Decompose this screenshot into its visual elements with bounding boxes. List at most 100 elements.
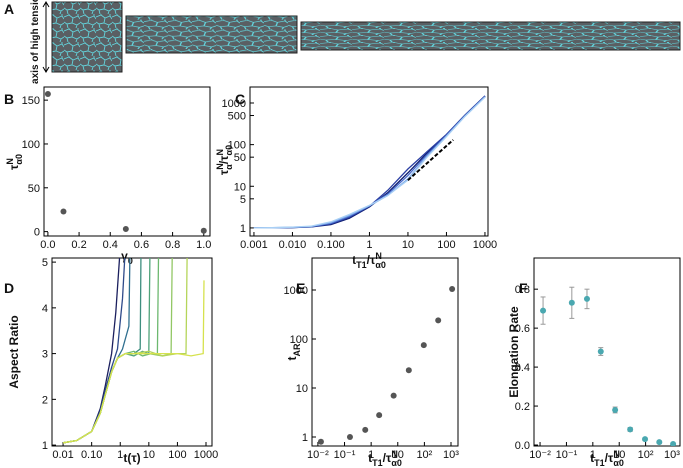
point bbox=[122, 225, 129, 232]
point bbox=[540, 307, 547, 314]
x-tick-label: 1.0 bbox=[196, 239, 211, 251]
label-part: τ bbox=[217, 169, 231, 175]
x-tick-label: 0.6 bbox=[134, 239, 149, 251]
point bbox=[583, 295, 590, 302]
label-part: T1 bbox=[372, 458, 383, 468]
series-line bbox=[253, 95, 486, 229]
point bbox=[568, 299, 575, 306]
axis-label: Elongation Rate bbox=[507, 306, 521, 398]
label-part: γ bbox=[121, 249, 128, 263]
label-part: t(τ) bbox=[123, 451, 140, 465]
y-tick-label: 0.6 bbox=[515, 323, 530, 335]
x-tick-label: 10³ bbox=[664, 449, 680, 461]
x-tick-label: 0.4 bbox=[103, 239, 118, 251]
point bbox=[597, 348, 604, 355]
label-part: Elongation Rate bbox=[507, 306, 521, 398]
y-tick-label: 100 bbox=[22, 139, 40, 151]
axis-label: tAR bbox=[285, 343, 302, 360]
x-tick-label: 0.10 bbox=[81, 449, 102, 461]
x-tick-label: 1 bbox=[366, 239, 372, 251]
y-tick-label: 50 bbox=[28, 183, 40, 195]
x-tick-label: 1000 bbox=[473, 239, 497, 251]
y-tick-label: 4 bbox=[42, 303, 48, 315]
label-part: N bbox=[5, 158, 15, 165]
point bbox=[346, 433, 353, 440]
panel-letter: D bbox=[4, 280, 14, 296]
label-part: α0 bbox=[391, 458, 402, 468]
x-tick-label: 10 bbox=[613, 449, 625, 461]
y-tick-label: 0.0 bbox=[515, 440, 530, 452]
plot-area bbox=[44, 91, 207, 234]
series-line bbox=[62, 258, 188, 444]
y-tick-label: 100 bbox=[228, 140, 246, 152]
panel: D 0.01 0.10 1 10 100 1000 1 2 3 4 5 t(τ) Aspect Ratio bbox=[4, 257, 218, 465]
plot-area bbox=[540, 286, 677, 446]
plot-frame bbox=[51, 257, 213, 447]
y-tick-label: 0.2 bbox=[515, 401, 530, 413]
label-part: α0 bbox=[14, 154, 24, 165]
label-part: /τ bbox=[383, 451, 392, 465]
x-tick-label: 100 bbox=[437, 239, 455, 251]
label-part: N bbox=[215, 149, 225, 156]
plot-frame bbox=[533, 257, 681, 447]
point bbox=[435, 317, 442, 324]
tissue-image bbox=[51, 1, 123, 73]
label-part: N bbox=[375, 251, 382, 261]
label-part: t bbox=[285, 357, 299, 361]
arrow-heads bbox=[42, 1, 50, 73]
panel-letter: B bbox=[4, 91, 14, 107]
series-line bbox=[62, 280, 205, 444]
y-tick-label: 0 bbox=[34, 227, 40, 239]
tissue-image bbox=[300, 21, 681, 51]
axis-label: τNα0 bbox=[5, 154, 24, 170]
x-tick-label: 10⁻² bbox=[307, 449, 329, 461]
plot-area bbox=[317, 285, 456, 445]
x-tick-label: 1 bbox=[117, 449, 123, 461]
series-line bbox=[62, 258, 131, 444]
x-tick-label: 10 bbox=[392, 449, 404, 461]
y-tick-label: 0.4 bbox=[515, 362, 530, 374]
label-part: N bbox=[613, 449, 620, 459]
label-part: N bbox=[215, 163, 225, 170]
x-tick-label: 10⁻¹ bbox=[334, 449, 356, 461]
y-tick-label: 500 bbox=[228, 111, 246, 123]
label-part: N bbox=[391, 449, 398, 459]
series-line bbox=[62, 258, 121, 444]
axis-label: tT1/τN α0 bbox=[368, 449, 402, 468]
series-line bbox=[253, 95, 486, 229]
point bbox=[405, 367, 412, 374]
label-part: T1 bbox=[594, 458, 605, 468]
label-part: T1 bbox=[356, 260, 367, 270]
plot-frame bbox=[249, 86, 489, 237]
point bbox=[449, 285, 456, 292]
point bbox=[420, 342, 427, 349]
point bbox=[656, 439, 663, 446]
x-tick-label: 0.001 bbox=[240, 239, 268, 251]
panel-letter: A bbox=[4, 1, 14, 17]
plot-frame bbox=[43, 86, 211, 237]
x-tick-label: 10⁻² bbox=[529, 449, 551, 461]
y-tick-label: 1000 bbox=[284, 285, 308, 297]
label-part: α bbox=[224, 164, 234, 170]
point bbox=[642, 436, 649, 443]
point bbox=[362, 426, 369, 433]
label-part: α0 bbox=[224, 145, 234, 156]
y-tick-label: 100 bbox=[290, 334, 308, 346]
label-part: α0 bbox=[613, 458, 624, 468]
axis-label: τNα/τNα0 bbox=[215, 145, 234, 175]
series-line bbox=[253, 96, 486, 229]
panel-letter: C bbox=[235, 91, 245, 107]
label-part: /τ bbox=[605, 451, 614, 465]
point bbox=[317, 438, 324, 445]
x-tick-label: 0.01 bbox=[52, 449, 73, 461]
x-tick-label: 10² bbox=[416, 449, 432, 461]
point bbox=[200, 227, 207, 234]
label-part: t bbox=[590, 451, 594, 465]
point bbox=[376, 412, 383, 419]
series-line bbox=[253, 96, 486, 229]
x-tick-label: 0.8 bbox=[165, 239, 180, 251]
plot-area bbox=[253, 95, 486, 229]
label-part: α0 bbox=[375, 260, 386, 270]
